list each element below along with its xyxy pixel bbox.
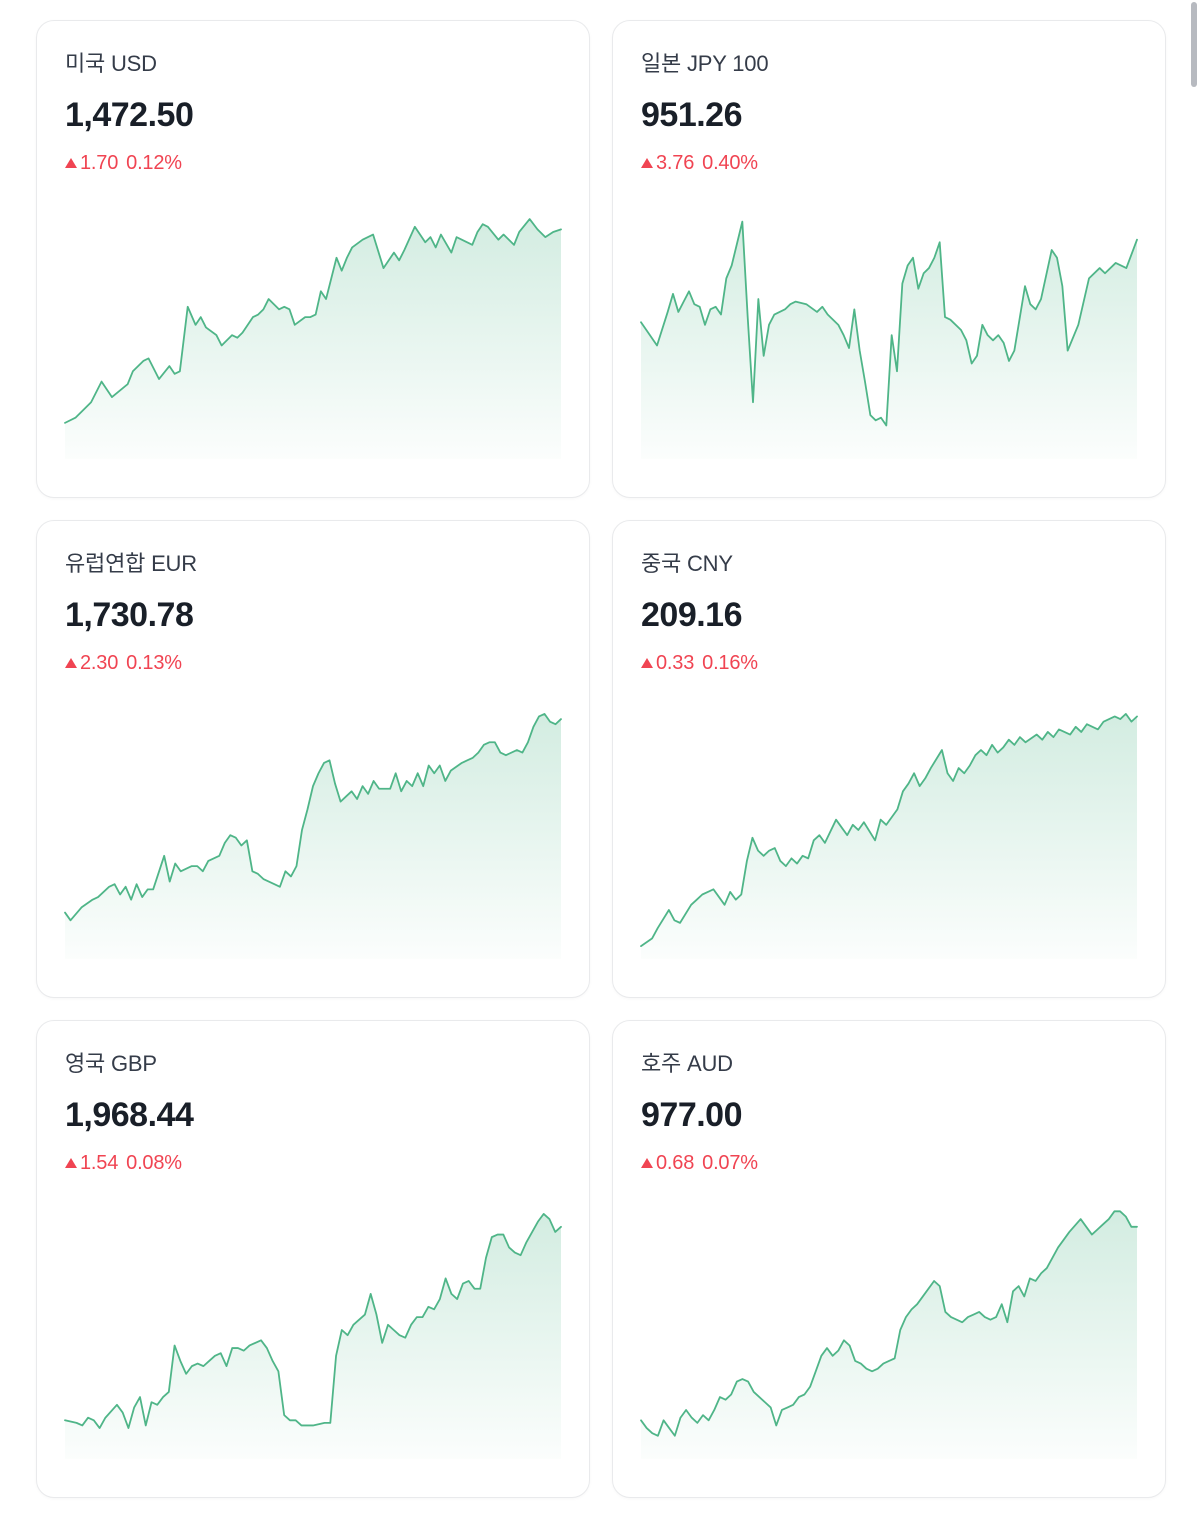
currency-price: 1,730.78: [65, 596, 194, 634]
card-header: 호주 AUD 977.00 0.68 0.07%: [613, 1049, 1165, 1177]
currency-card-eur[interactable]: 유럽연합 EUR 1,730.78 2.30 0.13%: [36, 520, 590, 998]
change-percent: 0.08%: [126, 1152, 182, 1174]
card-header: 영국 GBP 1,968.44 1.54 0.08%: [37, 1049, 589, 1177]
up-arrow-icon: [641, 158, 653, 168]
currency-card-cny[interactable]: 중국 CNY 209.16 0.33 0.16%: [612, 520, 1166, 998]
currency-price: 951.26: [641, 96, 743, 134]
currency-change: 1.70 0.12%: [65, 149, 561, 177]
currency-card-usd[interactable]: 미국 USD 1,472.50 1.70 0.12%: [36, 20, 590, 498]
currency-title: 미국 USD: [65, 51, 157, 76]
up-arrow-icon: [65, 658, 77, 668]
sparkline-chart: [641, 1201, 1137, 1459]
sparkline-chart: [641, 701, 1137, 959]
change-percent: 0.16%: [702, 652, 758, 674]
sparkline-chart: [65, 1201, 561, 1459]
currency-title: 영국 GBP: [65, 1051, 157, 1076]
change-value: 0.33: [656, 652, 695, 674]
up-arrow-icon: [641, 1158, 653, 1168]
sparkline-chart: [65, 701, 561, 959]
currency-card-gbp[interactable]: 영국 GBP 1,968.44 1.54 0.08%: [36, 1020, 590, 1498]
currency-change: 0.33 0.16%: [641, 649, 1137, 677]
change-percent: 0.07%: [702, 1152, 758, 1174]
up-arrow-icon: [65, 1158, 77, 1168]
currency-title: 유럽연합 EUR: [65, 551, 197, 576]
currency-change: 0.68 0.07%: [641, 1149, 1137, 1177]
change-value: 3.76: [656, 152, 695, 174]
change-percent: 0.40%: [702, 152, 758, 174]
up-arrow-icon: [65, 158, 77, 168]
card-header: 미국 USD 1,472.50 1.70 0.12%: [37, 49, 589, 177]
up-arrow-icon: [641, 658, 653, 668]
card-header: 유럽연합 EUR 1,730.78 2.30 0.13%: [37, 549, 589, 677]
scrollbar-thumb[interactable]: [1191, 2, 1197, 87]
change-value: 0.68: [656, 1152, 695, 1174]
sparkline-chart: [65, 201, 561, 459]
change-value: 2.30: [80, 652, 119, 674]
change-value: 1.54: [80, 1152, 119, 1174]
currency-change: 2.30 0.13%: [65, 649, 561, 677]
card-header: 일본 JPY 100 951.26 3.76 0.40%: [613, 49, 1165, 177]
currency-price: 1,472.50: [65, 96, 194, 134]
currency-change: 3.76 0.40%: [641, 149, 1137, 177]
currency-title: 중국 CNY: [641, 551, 733, 576]
change-value: 1.70: [80, 152, 119, 174]
currency-card-aud[interactable]: 호주 AUD 977.00 0.68 0.07%: [612, 1020, 1166, 1498]
sparkline-chart: [641, 201, 1137, 459]
currency-price: 977.00: [641, 1096, 743, 1134]
currency-price: 1,968.44: [65, 1096, 194, 1134]
currency-title: 호주 AUD: [641, 1051, 733, 1076]
currency-card-jpy[interactable]: 일본 JPY 100 951.26 3.76 0.40%: [612, 20, 1166, 498]
currency-price: 209.16: [641, 596, 743, 634]
change-percent: 0.13%: [126, 652, 182, 674]
change-percent: 0.12%: [126, 152, 182, 174]
card-header: 중국 CNY 209.16 0.33 0.16%: [613, 549, 1165, 677]
currency-title: 일본 JPY 100: [641, 51, 769, 76]
currency-change: 1.54 0.08%: [65, 1149, 561, 1177]
